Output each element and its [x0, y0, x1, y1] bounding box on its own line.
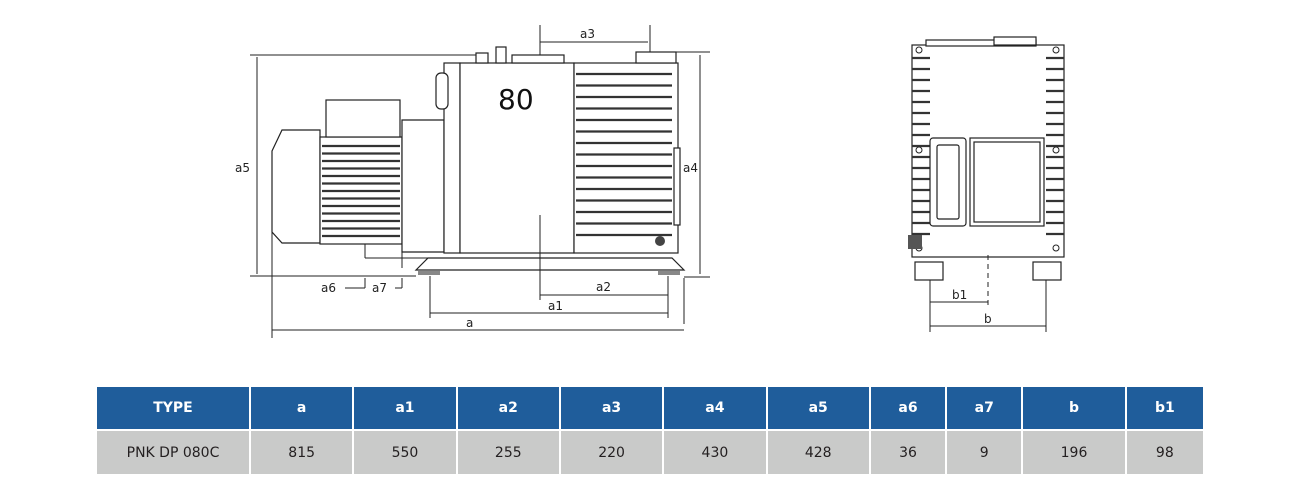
header-type: TYPE [95, 385, 251, 431]
header-a7: a7 [945, 385, 1024, 431]
header-a2: a2 [455, 385, 561, 431]
header-b: b [1021, 385, 1127, 431]
model-number-label: 80 [498, 83, 534, 116]
cell-b: 196 [1021, 429, 1127, 476]
dim-label-a2: a2 [596, 280, 611, 294]
header-a: a [248, 385, 355, 431]
pump-front-view: b1 b [908, 36, 1065, 332]
dim-label-b1: b1 [952, 288, 967, 302]
dim-label-a6: a6 [321, 281, 336, 295]
pump-dimension-drawing: 80 a3 a5 a4 a2 a1 a a6 a7 [235, 25, 1065, 338]
dim-label-a: a [466, 316, 473, 330]
header-a4: a4 [662, 385, 768, 431]
header-a1: a1 [352, 385, 458, 431]
dimension-lines: a3 a5 a4 a2 a1 a a6 a7 [235, 25, 710, 338]
dim-label-a1: a1 [548, 299, 563, 313]
dim-label-b: b [984, 312, 992, 326]
header-b1: b1 [1124, 385, 1206, 431]
cell-type: PNK DP 080C [95, 429, 251, 476]
cell-a6: 36 [868, 429, 948, 476]
header-a5: a5 [765, 385, 871, 431]
cell-a1: 550 [352, 429, 458, 476]
cell-a3: 220 [558, 429, 665, 476]
cell-a: 815 [248, 429, 355, 476]
cell-b1: 98 [1124, 429, 1206, 476]
dim-label-a4: a4 [683, 161, 698, 175]
dim-label-a3: a3 [580, 27, 595, 41]
header-a3: a3 [558, 385, 665, 431]
table-row: PNK DP 080C 815 550 255 220 430 428 36 9… [95, 429, 1206, 476]
pump-side-view: 80 [271, 46, 686, 275]
dimensions-table: TYPE a a1 a2 a3 a4 a5 a6 a7 b b1 PNK DP … [95, 385, 1206, 476]
dim-label-a7: a7 [372, 281, 387, 295]
cell-a4: 430 [662, 429, 768, 476]
cell-a5: 428 [765, 429, 871, 476]
header-a6: a6 [868, 385, 948, 431]
dim-label-a5: a5 [235, 161, 250, 175]
table-header-row: TYPE a a1 a2 a3 a4 a5 a6 a7 b b1 [95, 385, 1206, 431]
cell-a2: 255 [455, 429, 561, 476]
cell-a7: 9 [945, 429, 1024, 476]
